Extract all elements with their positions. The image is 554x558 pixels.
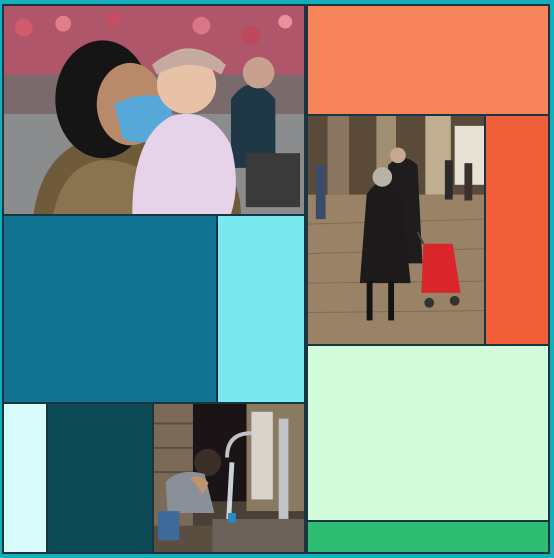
color-block-green	[306, 520, 550, 554]
photo-woman-with-toddler-image	[4, 6, 304, 214]
photo-elderly-couple-walking	[306, 114, 486, 346]
color-block-pale-mint	[306, 344, 550, 522]
photo-woman-with-toddler	[2, 4, 306, 216]
photo-elderly-couple-walking-image	[308, 116, 484, 344]
color-block-orange-red	[484, 114, 550, 346]
photo-boy-at-water-tap	[152, 402, 306, 554]
color-block-dark-teal	[46, 402, 154, 554]
color-block-pale-cyan	[2, 402, 48, 554]
color-block-light-cyan	[216, 214, 306, 404]
photo-boy-at-water-tap-image	[154, 404, 304, 552]
color-block-salmon	[306, 4, 550, 116]
color-block-teal	[2, 214, 218, 404]
